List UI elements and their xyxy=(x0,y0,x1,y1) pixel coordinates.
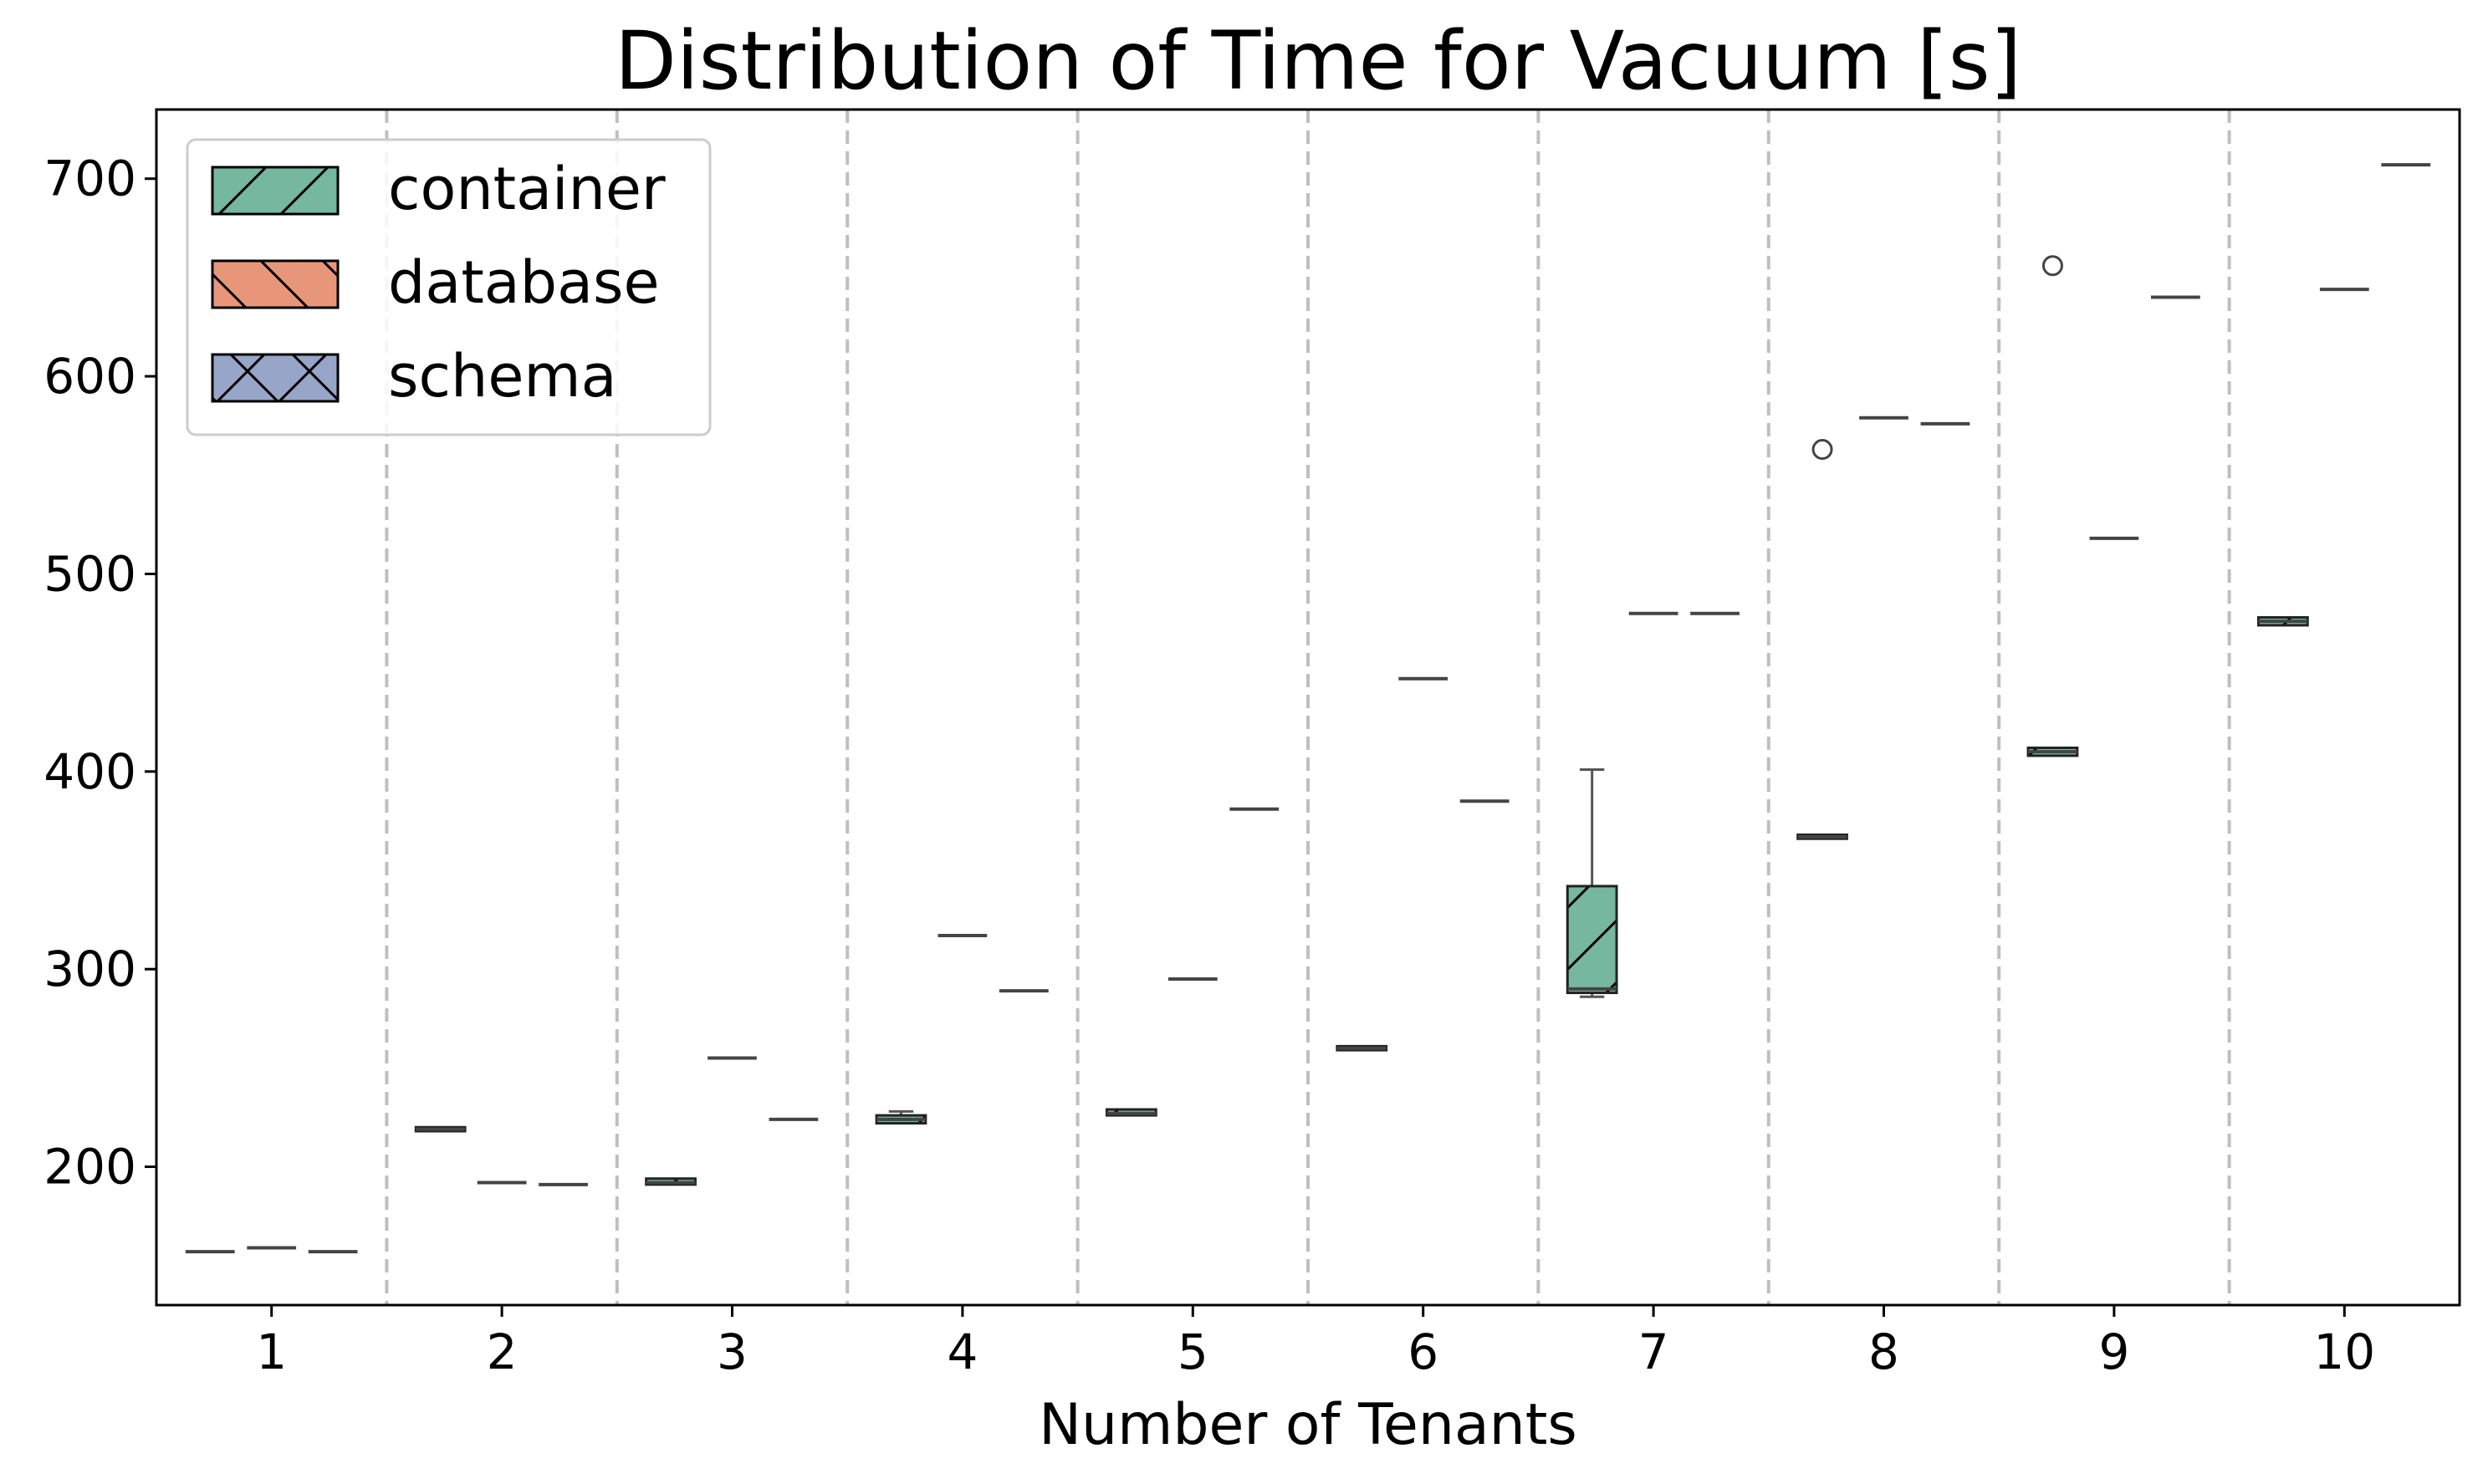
legend-label: container xyxy=(388,155,666,223)
x-tick-label: 5 xyxy=(1178,1323,1208,1380)
y-tick-label: 700 xyxy=(43,150,136,207)
y-axis: 200 300 400 500 600 700 xyxy=(43,150,156,1196)
x-axis: 1 2 3 4 5 6 7 8 9 10 xyxy=(256,1305,2375,1380)
legend-swatch-hatch xyxy=(211,353,340,403)
x-tick-label: 1 xyxy=(256,1323,287,1380)
x-tick-label: 9 xyxy=(2098,1323,2129,1380)
box-container-6 xyxy=(1336,1044,1388,1052)
box-container-10 xyxy=(2256,615,2309,627)
legend-item-container: container xyxy=(211,155,666,223)
y-tick-label: 200 xyxy=(43,1139,136,1196)
x-tick-label: 8 xyxy=(1868,1323,1899,1380)
box-container-9 xyxy=(2026,255,2079,757)
x-tick-label: 4 xyxy=(947,1323,978,1380)
box-container-4 xyxy=(875,1109,927,1125)
legend: container database schema xyxy=(186,138,712,436)
legend-label: schema xyxy=(388,342,616,411)
outlier-point xyxy=(2041,255,2063,277)
box-container-3 xyxy=(645,1177,697,1186)
y-tick-label: 400 xyxy=(43,743,136,800)
plot-marks xyxy=(185,163,2431,1254)
plot-frame xyxy=(155,108,2461,1307)
legend-item-schema: schema xyxy=(211,342,616,411)
legend-label: database xyxy=(388,248,660,317)
y-tick-label: 600 xyxy=(43,348,136,405)
legend-swatch-hatch xyxy=(211,166,340,216)
legend-item-database: database xyxy=(211,248,660,317)
box-container-8 xyxy=(1796,439,1848,840)
box-hatch xyxy=(1566,885,1618,995)
y-tick-label: 500 xyxy=(43,545,136,602)
outlier-point xyxy=(1811,439,1833,461)
y-tick-label: 300 xyxy=(43,941,136,997)
x-tick-label: 6 xyxy=(1408,1323,1438,1380)
x-tick-label: 7 xyxy=(1638,1323,1669,1380)
x-tick-label: 3 xyxy=(717,1323,748,1380)
box-container-2 xyxy=(414,1125,467,1133)
x-axis-label: Number of Tenants xyxy=(1039,1392,1577,1458)
chart-title: Distribution of Time for Vacuum [s] xyxy=(615,14,2021,108)
box-container-7 xyxy=(1566,767,1618,998)
legend-swatch-hatch xyxy=(211,259,340,309)
box-container-5 xyxy=(1105,1108,1157,1117)
x-tick-label: 2 xyxy=(487,1323,518,1380)
x-tick-label: 10 xyxy=(2313,1323,2375,1380)
